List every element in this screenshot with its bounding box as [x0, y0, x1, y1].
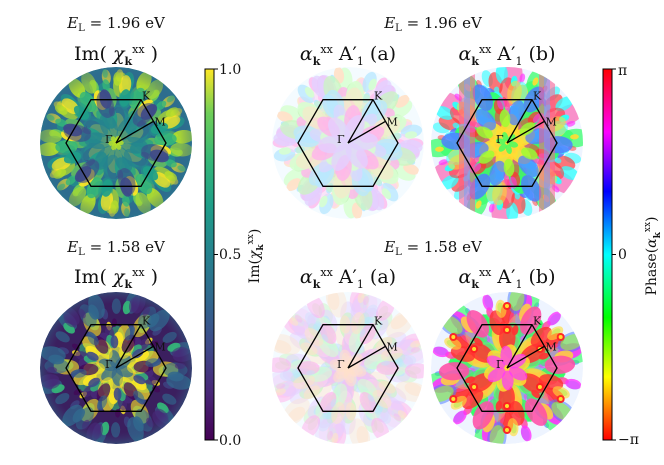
gamma-m-line-alpha-a-top: [347, 120, 386, 144]
panel-title-im-top: Im( χkxx ): [74, 43, 158, 68]
label-m-alpha-b-bottom: M: [546, 340, 557, 353]
colorbar-im-gradient: [204, 68, 215, 441]
gamma-k-line-alpha-a-bottom: [347, 324, 374, 369]
colorbar-phase-tick-max: π: [618, 63, 627, 79]
gamma-k-line-alpha-b-bottom: [506, 324, 533, 369]
energy-label-top-right: EL = 1.96 eV: [383, 14, 483, 34]
gamma-m-line-alpha-b-top: [506, 120, 545, 144]
label-gamma-alpha-b-top: Γ: [496, 133, 504, 146]
colorbar-im: 1.0 0.5 0.0 Im(χkxx): [204, 62, 266, 449]
map-alpha-b-bottom: KM Γ: [431, 292, 583, 444]
label-k-alpha-b-bottom: K: [533, 315, 542, 328]
energy-label-bottom-left: EL = 1.58 eV: [66, 238, 166, 258]
label-gamma-im-bottom: Γ: [105, 358, 113, 371]
colorbar-phase-tick-mid: 0: [618, 247, 627, 263]
colorbar-im-label: Im(χkxx): [246, 229, 266, 284]
label-gamma-im-top: Γ: [105, 133, 113, 146]
colorbar-phase: π 0 −π Phase(αkxx): [602, 63, 663, 448]
colorbar-phase-gradient: [602, 68, 613, 441]
panel-title-im-bottom: Im( χkxx ): [74, 266, 158, 291]
label-gamma-alpha-b-bottom: Γ: [496, 358, 504, 371]
label-m-alpha-b-top: M: [546, 115, 557, 128]
energy-label-bottom-right: EL = 1.58 eV: [383, 238, 483, 258]
label-k-alpha-b-top: K: [533, 90, 542, 103]
colorbar-im-tick-min: 0.0: [219, 433, 241, 449]
label-k-alpha-a-top: K: [374, 90, 383, 103]
gamma-m-line-im-top: [115, 120, 154, 144]
label-m-alpha-a-top: M: [387, 115, 398, 128]
map-im-bottom: KM Γ: [40, 292, 192, 444]
gamma-m-line-im-bottom: [115, 345, 154, 369]
colorbar-phase-label: Phase(αkxx): [643, 216, 663, 295]
label-gamma-alpha-a-bottom: Γ: [337, 358, 345, 371]
gamma-m-line-alpha-a-bottom: [347, 345, 386, 369]
map-alpha-a-top: KM Γ: [272, 67, 424, 219]
label-k-im-top: K: [142, 90, 151, 103]
gamma-k-line-im-bottom: [115, 324, 142, 369]
gamma-k-line-alpha-b-top: [506, 99, 533, 144]
map-alpha-b-top: KM Γ: [431, 67, 583, 219]
label-k-im-bottom: K: [142, 315, 151, 328]
energy-label-top-left: EL = 1.96 eV: [66, 14, 166, 34]
colorbar-phase-tick-min: −π: [618, 432, 639, 448]
label-m-alpha-a-bottom: M: [387, 340, 398, 353]
colorbar-im-tick-max: 1.0: [219, 62, 241, 78]
gamma-k-line-alpha-a-top: [347, 99, 374, 144]
map-alpha-a-bottom: KM Γ: [272, 292, 424, 444]
panel-title-alpha-b-top: αkxx A′1 (b): [459, 43, 556, 68]
label-m-im-top: M: [155, 115, 166, 128]
gamma-k-line-im-top: [115, 99, 142, 144]
panel-title-alpha-a-bottom: αkxx A′1 (a): [300, 266, 396, 291]
colorbar-im-tick-mid: 0.5: [219, 247, 241, 263]
panel-title-alpha-b-bottom: αkxx A′1 (b): [459, 266, 556, 291]
gamma-m-line-alpha-b-bottom: [506, 345, 545, 369]
panel-title-alpha-a-top: αkxx A′1 (a): [300, 43, 396, 68]
label-m-im-bottom: M: [155, 340, 166, 353]
label-k-alpha-a-bottom: K: [374, 315, 383, 328]
map-im-top: KM Γ: [40, 67, 192, 219]
label-gamma-alpha-a-top: Γ: [337, 133, 345, 146]
